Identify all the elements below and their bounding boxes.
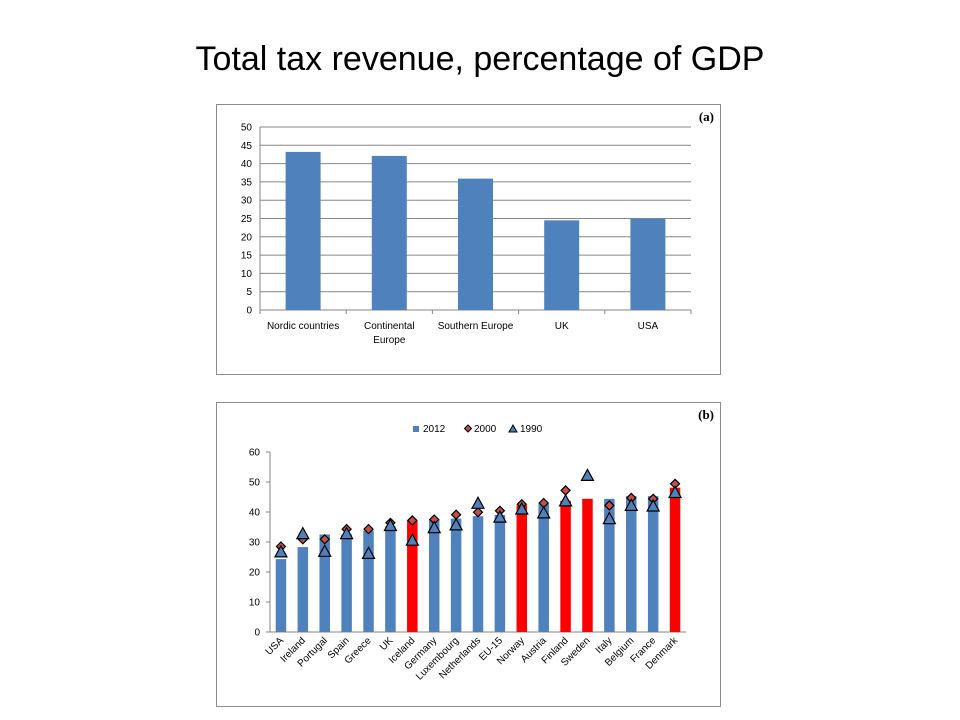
y-tick-label: 15 — [241, 251, 253, 262]
y-tick-label: 0 — [246, 306, 252, 317]
bar-2012 — [319, 534, 330, 632]
bar — [458, 178, 493, 310]
bar-2012 — [275, 559, 287, 632]
legend-swatch-2012 — [413, 426, 419, 432]
x-tick-label: Europe — [373, 335, 406, 346]
y-tick-label: 25 — [241, 214, 253, 225]
bar-2012 — [626, 496, 637, 632]
marker-1990 — [339, 526, 354, 540]
bar-2012 — [407, 520, 418, 632]
bar-2012 — [669, 487, 681, 632]
marker-2000 — [604, 500, 615, 511]
legend-swatch-1990 — [508, 423, 518, 433]
bar-2012 — [450, 518, 462, 632]
x-tick-label: USA — [638, 321, 659, 332]
bar-2012 — [494, 515, 506, 632]
marker-1990 — [295, 526, 310, 540]
legend-label-2012: 2012 — [423, 424, 446, 435]
bar — [285, 151, 321, 310]
bar-2012 — [428, 519, 440, 632]
y-tick-label: 60 — [249, 448, 261, 459]
x-tick-label: Southern Europe — [438, 321, 514, 332]
marker-1990 — [492, 509, 507, 523]
bar-2012 — [516, 505, 528, 632]
bar-2012 — [472, 516, 484, 632]
chart-panel-b: (b) 0 10 20 30 40 50 60 USA Ireland Portugal Spain… — [216, 402, 721, 707]
panel-label-b: (b) — [698, 407, 714, 422]
marker-1990 — [405, 532, 420, 546]
y-tick-label: 10 — [241, 269, 253, 280]
marker-1990 — [602, 511, 617, 525]
marker-1990 — [558, 493, 573, 507]
marker-2000 — [560, 485, 571, 496]
marker-1990 — [580, 468, 595, 482]
y-tick-label: 5 — [246, 287, 252, 298]
y-tick-label: 30 — [241, 196, 253, 207]
bar — [630, 218, 666, 310]
y-tick-label: 50 — [249, 478, 261, 489]
y-tick-label: 10 — [249, 598, 261, 609]
y-tick-label: 35 — [241, 177, 253, 188]
bar-2012 — [363, 530, 374, 632]
y-tick-label: 0 — [254, 628, 260, 639]
slide-title: Total tax revenue, percentage of GDP — [195, 40, 765, 78]
marker-1990 — [273, 544, 288, 558]
bar-2012 — [582, 498, 593, 632]
bar-2012 — [538, 503, 549, 632]
y-tick-label: 20 — [249, 568, 261, 579]
bar-2012 — [297, 547, 309, 632]
marker-1990 — [427, 520, 442, 534]
y-tick-label: 50 — [241, 123, 253, 134]
bar-chart-regions: 0 5 10 15 20 25 30 35 40 45 50 Nordic countries Cont… — [241, 123, 692, 346]
bar — [371, 155, 407, 310]
panel-label-a: (a) — [698, 109, 714, 124]
y-tick-label: 20 — [241, 232, 253, 243]
bar-2012 — [341, 534, 352, 632]
x-tick-label: UK — [378, 635, 396, 653]
bar — [544, 220, 580, 310]
bar-2012 — [604, 498, 615, 632]
legend-label-2000: 2000 — [474, 424, 497, 435]
marker-1990 — [449, 517, 464, 531]
y-tick-label: 45 — [241, 141, 253, 152]
x-tick-label: Continental — [364, 321, 415, 332]
marker-1990 — [383, 518, 398, 532]
marker-2000 — [406, 515, 418, 526]
marker-2000 — [319, 533, 331, 545]
y-tick-label: 30 — [249, 538, 261, 549]
x-tick-label: UK — [555, 321, 569, 332]
marker-1990 — [317, 544, 332, 557]
bar-chart-countries: 0102030405060USAIrelandPortugalSpainGree… — [249, 423, 686, 682]
marker-2000 — [363, 523, 374, 535]
bar-2012 — [647, 496, 659, 632]
marker-1990 — [470, 496, 486, 509]
marker-2000 — [472, 506, 484, 518]
marker-1990 — [361, 546, 376, 559]
legend-label-1990: 1990 — [520, 424, 543, 435]
bar-2012 — [385, 526, 396, 632]
x-tick-label: Nordic countries — [267, 321, 339, 332]
marker-1990 — [668, 485, 683, 499]
marker-1990 — [624, 498, 639, 512]
legend-swatch-2000 — [463, 424, 473, 433]
chart-panel-a: (a) 0 5 10 15 20 25 30 35 40 45 50 Nordic countries… — [216, 104, 721, 375]
y-tick-label: 40 — [241, 159, 253, 170]
marker-1990 — [646, 498, 661, 512]
bar-2012 — [560, 500, 571, 632]
marker-1990 — [536, 505, 551, 519]
marker-1990 — [514, 501, 529, 515]
y-tick-label: 40 — [249, 508, 261, 519]
